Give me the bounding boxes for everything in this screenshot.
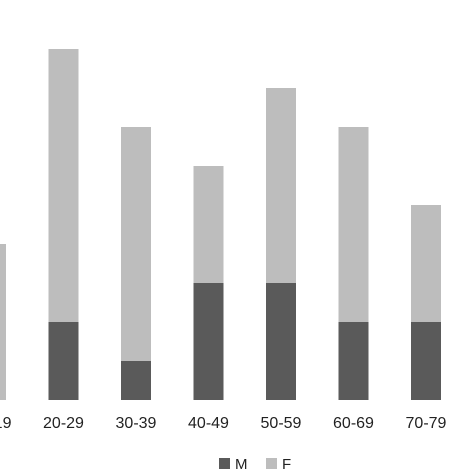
legend-swatch-m: [219, 458, 230, 469]
bar-f-70-79: [411, 205, 441, 322]
bar-f-20-29: [48, 49, 79, 322]
legend-swatch-f: [266, 458, 277, 469]
bar-m-40-49: [193, 283, 224, 400]
bar-f-10-19: [0, 244, 6, 400]
bars-group: [0, 49, 441, 400]
bar-m-50-59: [266, 283, 296, 400]
x-tick-label: 70-79: [406, 415, 447, 432]
x-tick-label: 30-39: [116, 415, 157, 432]
x-tick-label: 20-29: [43, 415, 84, 432]
bar-m-60-69: [338, 322, 369, 400]
bar-f-50-59: [266, 88, 296, 283]
legend-label-m: M: [235, 456, 248, 473]
bar-m-30-39: [121, 361, 151, 400]
x-tick-label: 40-49: [188, 415, 229, 432]
x-tick-label: 10-19: [0, 415, 12, 432]
legend-label-f: F: [282, 456, 291, 473]
bar-m-70-79: [411, 322, 441, 400]
bar-f-40-49: [193, 166, 224, 283]
x-tick-label: 50-59: [261, 415, 302, 432]
bar-m-20-29: [48, 322, 79, 400]
bar-f-30-39: [121, 127, 151, 361]
x-tick-label: 60-69: [333, 415, 374, 432]
bar-f-60-69: [338, 127, 369, 322]
